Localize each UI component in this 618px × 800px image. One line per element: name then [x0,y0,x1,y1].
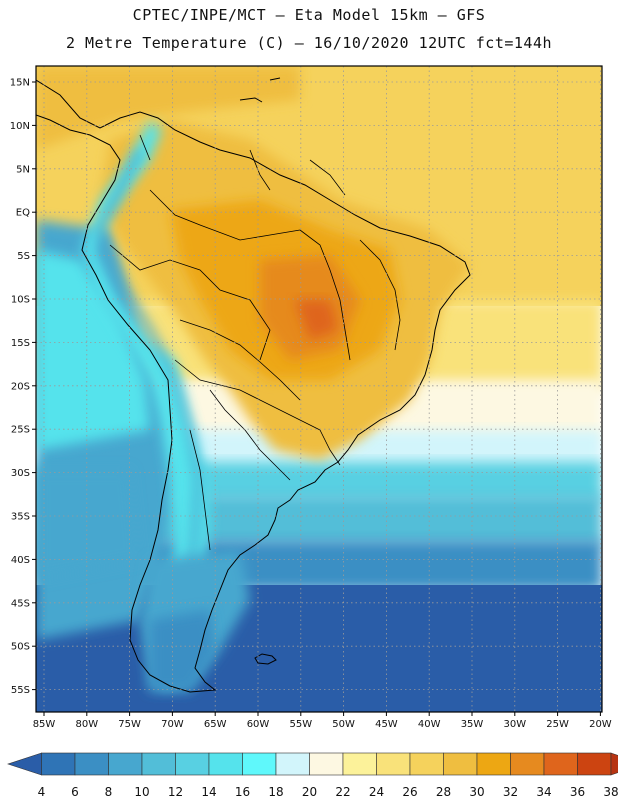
colorbar-swatch [309,752,344,776]
colorbar-swatch [41,752,76,776]
colorbar-label: 16 [235,785,250,799]
colorbar-label: 36 [570,785,585,799]
lon-label: 70W [161,719,184,730]
colorbar-arrow-high [610,752,618,776]
colorbar-label: 6 [71,785,79,799]
map-title-line2: 2 Metre Temperature (C) – 16/10/2020 12U… [65,34,553,52]
colorbar-label: 12 [168,785,183,799]
lon-label: 35W [461,719,484,730]
coastlines [36,77,471,693]
colorbar-swatch [510,752,545,776]
map-frame [35,65,603,713]
colorbar-swatch [342,752,377,776]
colorbar-swatch [476,752,511,776]
lon-label: 60W [247,719,270,730]
colorbar-label: 24 [369,785,384,799]
colorbar-label: 14 [201,785,216,799]
colorbar-swatch [376,752,411,776]
colorbar-swatch [409,752,444,776]
colorbar-label: 10 [134,785,149,799]
lon-label: 55W [289,719,312,730]
colorbar-swatch [141,752,176,776]
lat-label: 15S [11,338,30,349]
colorbar-swatch [242,752,277,776]
lat-label: 15N [10,78,30,89]
lat-label: 50S [11,642,30,653]
lon-label: 80W [75,719,98,730]
colorbar [7,752,618,776]
lon-label: 50W [332,719,355,730]
colorbar-label: 20 [302,785,317,799]
colorbar-arrow-low [7,752,42,776]
colorbar-swatch [175,752,210,776]
colorbar-label: 18 [268,785,283,799]
colorbar-swatch [108,752,143,776]
lon-label: 85W [33,719,56,730]
lon-label: 45W [375,719,398,730]
lon-label: 25W [546,719,569,730]
lat-label: 5S [17,251,30,262]
colorbar-labels: 4 6 8 10 12 14 16 18 20 22 24 26 28 30 32 34 36 38 [38,785,618,799]
lat-label: 25S [11,425,30,436]
lon-label: 20W [589,719,612,730]
colorbar-label: 22 [335,785,350,799]
temperature-field [36,66,602,712]
longitude-labels: 85W 80W 75W 70W 65W 60W 55W 50W 45W 40W 35W 30W 25W 2… [33,712,612,730]
lat-label: 20S [11,381,30,392]
lon-label: 75W [118,719,141,730]
lat-label: EQ [16,208,30,219]
colorbar-swatch [74,752,109,776]
lat-label: 55S [11,685,30,696]
lat-label: 40S [11,555,30,566]
colorbar-swatch [543,752,578,776]
lat-label: 10S [11,295,30,306]
latitude-labels: 15N 10N 5N EQ 5S 10S 15S 20S 25S 30S 35S 40S 45S 50S 5… [10,78,36,696]
colorbar-label: 26 [402,785,417,799]
map-title-line1: CPTEC/INPE/MCT – Eta Model 15km – GFS [132,6,486,24]
lat-label: 45S [11,598,30,609]
colorbar-swatch [275,752,310,776]
lon-label: 30W [503,719,526,730]
colorbar-swatch [443,752,478,776]
colorbar-label: 28 [436,785,451,799]
colorbar-label: 8 [105,785,113,799]
lon-label: 40W [418,719,441,730]
lat-label: 30S [11,468,30,479]
lon-label: 65W [204,719,227,730]
colorbar-label: 34 [536,785,551,799]
colorbar-label: 4 [38,785,46,799]
colorbar-label: 30 [469,785,484,799]
country-borders [109,134,401,551]
lat-label: 10N [10,121,30,132]
lat-label: 35S [11,512,30,523]
colorbar-label: 38 [603,785,618,799]
colorbar-swatch [208,752,243,776]
colorbar-swatch [577,752,612,776]
lat-label: 5N [16,164,30,175]
colorbar-label: 32 [503,785,518,799]
